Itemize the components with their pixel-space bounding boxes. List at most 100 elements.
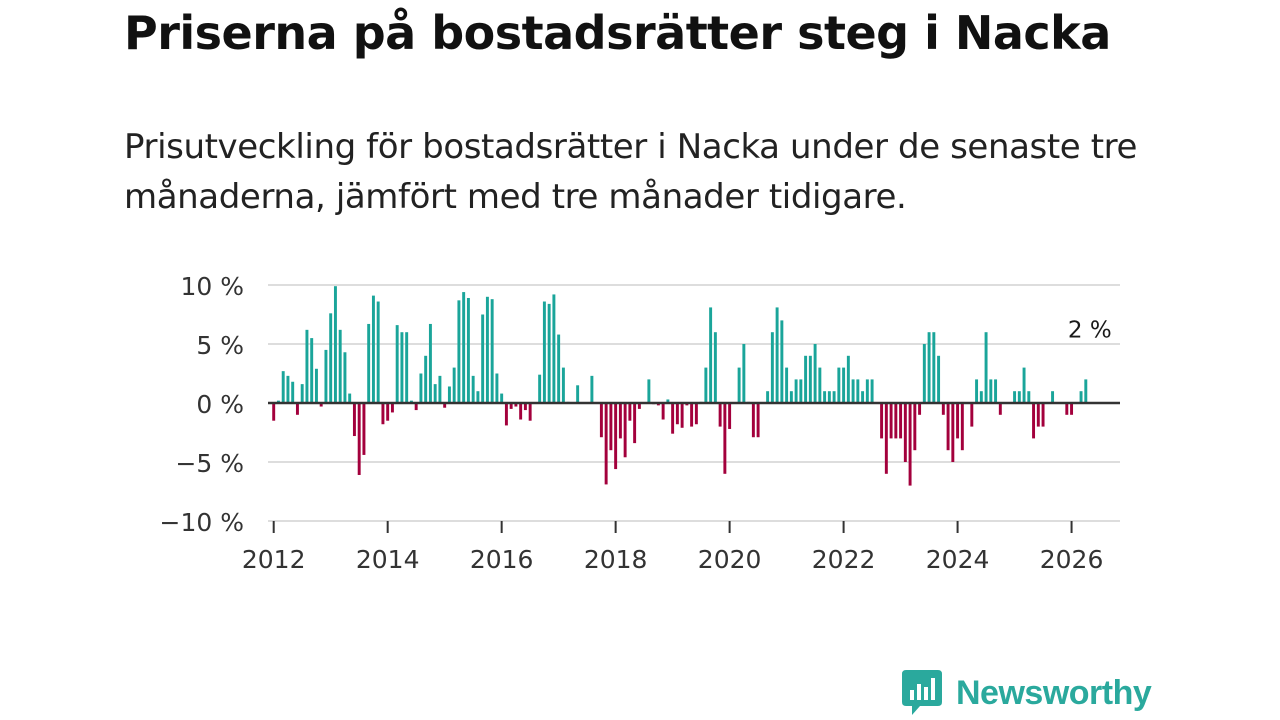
bar — [590, 375, 594, 403]
bar — [742, 344, 746, 403]
bar — [979, 391, 983, 403]
bar — [576, 385, 580, 403]
chart-subtitle: Prisutveckling för bostadsrätter i Nacka… — [124, 127, 1137, 217]
bar — [937, 355, 941, 403]
bar — [713, 332, 717, 403]
bar — [775, 307, 779, 403]
bar — [405, 332, 409, 403]
bar — [804, 355, 808, 403]
bar — [381, 403, 385, 425]
bar — [329, 313, 333, 403]
bar — [348, 393, 352, 403]
bar — [528, 403, 532, 421]
bar — [941, 403, 945, 415]
bar — [846, 355, 850, 403]
bar — [813, 344, 817, 403]
x-tick-label: 2012 — [242, 545, 306, 574]
bar — [557, 334, 561, 403]
bar — [438, 375, 442, 403]
bar — [362, 403, 366, 455]
annotations: 2 % — [1068, 317, 1112, 343]
bar — [1079, 391, 1083, 403]
bar — [367, 323, 371, 403]
bar — [419, 373, 423, 403]
bar — [984, 332, 988, 403]
bar — [794, 379, 798, 403]
gridlines — [268, 284, 1120, 522]
bar — [894, 403, 898, 439]
bar — [989, 379, 993, 403]
y-tick-label: 10 % — [180, 272, 244, 301]
bar — [870, 379, 874, 403]
bar — [333, 286, 337, 403]
bar — [618, 403, 622, 439]
bar — [842, 367, 846, 403]
bar — [884, 403, 888, 474]
bar — [519, 403, 523, 420]
bar — [614, 403, 618, 470]
bar — [827, 391, 831, 403]
bar — [808, 355, 812, 403]
bar — [675, 403, 679, 425]
bar — [523, 403, 527, 411]
bar — [690, 403, 694, 427]
y-tick-label: −10 % — [160, 508, 244, 537]
bar — [609, 403, 613, 451]
bar — [927, 332, 931, 403]
x-tick-label: 2026 — [1040, 545, 1104, 574]
bar — [495, 373, 499, 403]
bar — [837, 367, 841, 403]
bar — [291, 381, 295, 403]
bar — [547, 303, 551, 403]
bar — [338, 329, 342, 403]
x-tick-label: 2014 — [356, 545, 420, 574]
bar — [604, 403, 608, 485]
bar — [970, 403, 974, 427]
bar — [799, 379, 803, 403]
bar — [723, 403, 727, 474]
bar — [694, 403, 698, 425]
bar — [414, 403, 418, 411]
y-tick-label: −5 % — [175, 449, 244, 478]
y-tick-label: 5 % — [196, 331, 244, 360]
bar — [1065, 403, 1069, 415]
bar — [647, 379, 651, 403]
bars — [272, 286, 1088, 486]
bar — [789, 391, 793, 403]
bar — [666, 399, 670, 403]
bar — [780, 320, 784, 403]
bar — [951, 403, 955, 462]
bar — [305, 329, 309, 403]
x-tick-label: 2020 — [698, 545, 762, 574]
bar — [352, 403, 356, 437]
bar — [637, 403, 641, 409]
bar — [1051, 391, 1055, 403]
bar — [357, 403, 361, 475]
bar — [447, 386, 451, 403]
bar — [1041, 403, 1045, 427]
bar — [538, 374, 542, 403]
y-tick-label: 0 % — [196, 390, 244, 419]
bar — [319, 403, 323, 407]
bar — [865, 379, 869, 403]
bar — [680, 403, 684, 428]
bar — [443, 403, 447, 408]
bar — [1032, 403, 1036, 439]
bar — [424, 355, 428, 403]
bar — [851, 379, 855, 403]
bar — [832, 391, 836, 403]
bar — [975, 379, 979, 403]
x-tick-label: 2024 — [926, 545, 990, 574]
bar — [286, 375, 290, 403]
bar — [386, 403, 390, 421]
bar — [457, 300, 461, 403]
bar — [561, 367, 565, 403]
bar — [756, 403, 760, 438]
bar — [751, 403, 755, 438]
bar — [633, 403, 637, 444]
bar — [476, 391, 480, 403]
bar — [552, 294, 556, 403]
bar — [908, 403, 912, 486]
bar — [718, 403, 722, 427]
bar — [514, 403, 518, 407]
